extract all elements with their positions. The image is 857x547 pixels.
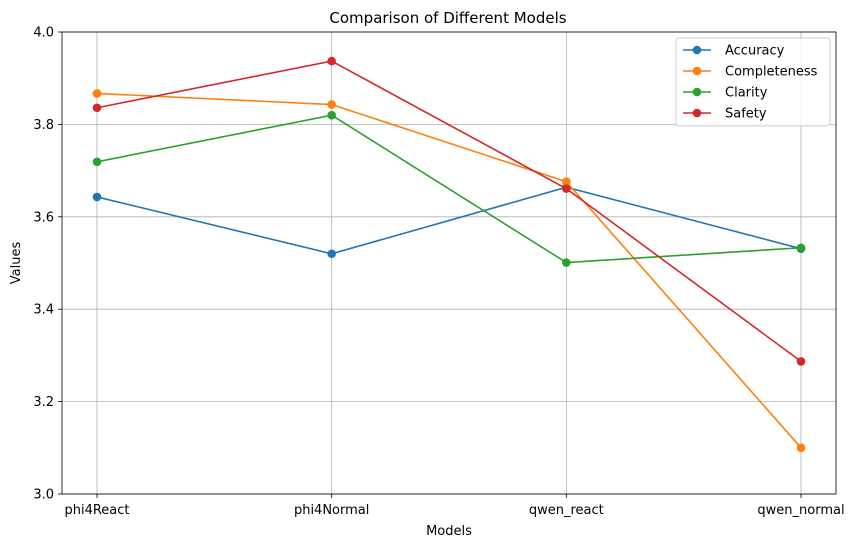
series-accuracy xyxy=(92,182,806,259)
x-tick-label: phi4Normal xyxy=(294,503,369,518)
data-point xyxy=(92,103,102,113)
x-tick-label: qwen_normal xyxy=(757,503,844,518)
series-layer xyxy=(92,56,806,453)
y-tick-label: 3.8 xyxy=(33,118,54,133)
series-safety xyxy=(92,56,806,366)
legend-entry: Clarity xyxy=(683,86,768,101)
data-point xyxy=(327,100,336,109)
data-point xyxy=(562,177,571,186)
series-line xyxy=(96,114,802,264)
y-tick-label: 3.4 xyxy=(33,303,54,318)
data-point xyxy=(796,443,806,453)
legend-marker xyxy=(692,45,702,55)
x-axis-title: Models xyxy=(426,524,472,539)
legend-label: Completeness xyxy=(725,65,818,80)
legend-label: Safety xyxy=(725,107,767,122)
legend-marker xyxy=(692,66,702,76)
data-point xyxy=(92,89,102,98)
series-completeness xyxy=(92,89,806,453)
x-axis-ticks: phi4React phi4Normal qwen_react qwen_normal xyxy=(64,494,845,518)
legend-entry: Safety xyxy=(683,107,767,122)
legend-entry: Completeness xyxy=(683,65,818,80)
legend-label: Accuracy xyxy=(725,44,785,59)
x-tick-label: qwen_react xyxy=(529,503,604,518)
y-axis-ticks: 3.0 3.2 3.4 3.6 3.8 4.0 xyxy=(33,26,62,503)
y-tick-label: 4.0 xyxy=(33,26,54,41)
plot-area-frame xyxy=(61,31,837,495)
data-point xyxy=(562,184,571,193)
series-line xyxy=(96,186,802,255)
y-tick-label: 3.2 xyxy=(33,395,54,410)
data-point xyxy=(327,249,336,259)
legend-frame xyxy=(675,37,831,127)
y-tick-label: 3.6 xyxy=(33,210,54,225)
data-point xyxy=(92,157,102,167)
data-point xyxy=(327,110,336,120)
data-point xyxy=(327,56,336,66)
series-line xyxy=(96,92,802,449)
legend-marker xyxy=(692,108,702,118)
data-point xyxy=(796,243,806,253)
chart-title: Comparison of Different Models xyxy=(329,9,566,27)
series-line xyxy=(96,60,802,363)
series-clarity xyxy=(92,110,806,267)
data-point xyxy=(562,258,571,267)
x-tick-label: phi4React xyxy=(64,503,129,518)
legend-entry: Accuracy xyxy=(683,44,785,59)
legend-marker xyxy=(692,87,702,97)
y-tick-label: 3.0 xyxy=(33,488,54,503)
y-axis-title: Values xyxy=(9,242,24,285)
data-point xyxy=(92,192,102,202)
legend-label: Clarity xyxy=(725,86,768,101)
data-point xyxy=(796,357,806,366)
legend: Accuracy Completeness Clarity Safety xyxy=(675,37,831,127)
